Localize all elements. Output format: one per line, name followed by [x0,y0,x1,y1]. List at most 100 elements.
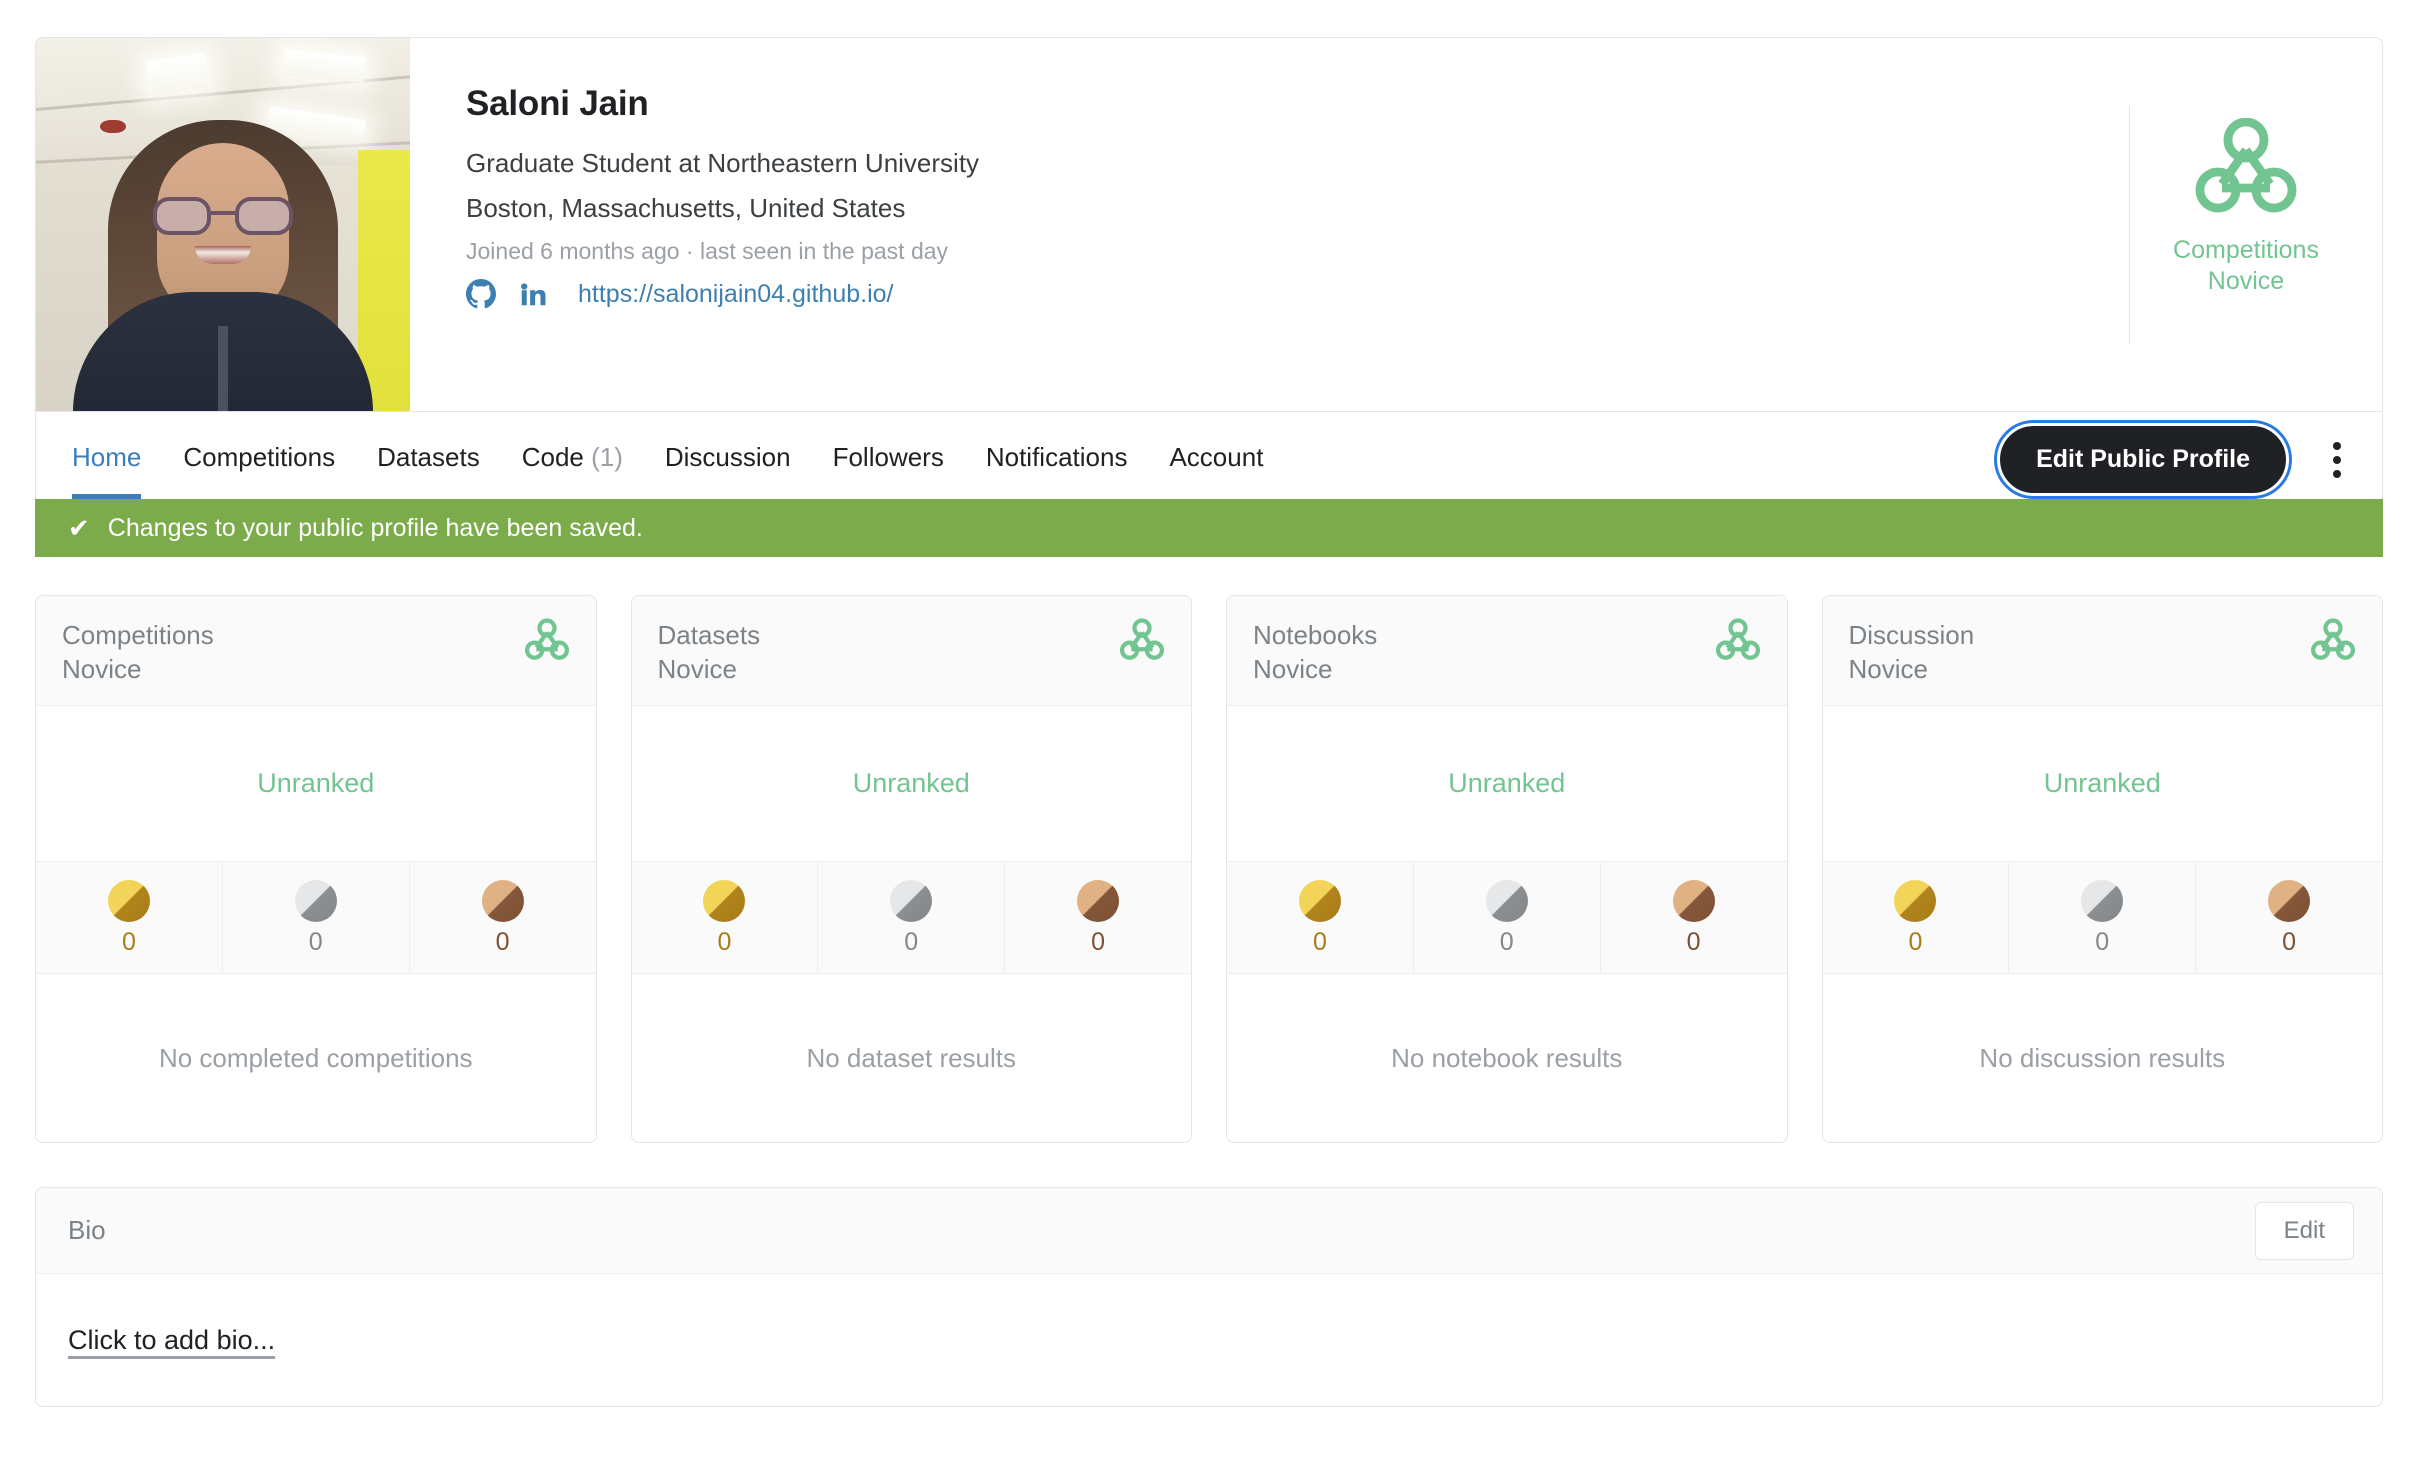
bronze-medal-cell: 0 [410,862,596,973]
bio-body: Click to add bio... [36,1274,2382,1406]
profile-header: Saloni Jain Graduate Student at Northeas… [35,37,2383,411]
tab-notifications-label: Notifications [985,442,1128,472]
novice-tier-icon [1119,618,1165,667]
card-category: Notebooks [1253,620,1378,650]
tier-badge[interactable]: Competitions Novice [2152,117,2340,296]
linkedin-icon[interactable] [518,279,548,309]
bio-title: Bio [68,1215,106,1245]
gold-medal-icon [1298,880,1341,922]
more-options-icon[interactable] [2310,433,2364,487]
silver-medal-count: 0 [904,928,919,956]
card-tier: Novice [1848,654,1928,685]
profile-website-link[interactable]: https://salonijain04.github.io/ [578,279,894,308]
tab-notifications[interactable]: Notifications [986,442,1128,499]
profile-page: Saloni Jain Graduate Student at Northeas… [35,37,2383,1407]
check-icon: ✔ [68,513,90,543]
novice-tier-icon [1715,618,1761,667]
bio-card: Bio Edit Click to add bio... [35,1187,2383,1407]
medals-row: 0 0 0 [36,862,596,974]
profile-info: Saloni Jain Graduate Student at Northeas… [410,38,2382,411]
edit-public-profile-button[interactable]: Edit Public Profile [1997,423,2289,496]
card-header: Competitions Novice [36,596,596,706]
profile-headline: Graduate Student at Northeastern Univers… [466,148,980,178]
gold-medal-icon [703,880,746,922]
profile-tabs: Home Competitions Datasets Code (1) Disc… [35,411,2383,499]
gold-medal-cell: 0 [1823,862,2010,973]
tab-followers[interactable]: Followers [833,442,944,499]
tab-competitions-label: Competitions [183,442,336,472]
card-empty-text: No dataset results [631,974,1191,1142]
tab-datasets[interactable]: Datasets [377,442,480,499]
gold-medal-cell: 0 [632,862,819,973]
tab-code[interactable]: Code (1) [522,442,623,499]
silver-medal-cell: 0 [818,862,1006,973]
bronze-medal-icon [2268,880,2311,922]
card-empty-text: No discussion results [1822,974,2382,1142]
tab-code-label: Code [521,442,584,472]
tab-datasets-label: Datasets [377,442,480,472]
profile-links: https://salonijain04.github.io/ [466,279,2382,309]
tab-account[interactable]: Account [1169,442,1263,499]
bio-edit-button[interactable]: Edit [2254,1201,2354,1260]
tab-discussion[interactable]: Discussion [665,442,791,499]
gold-medal-icon [1894,880,1937,922]
stat-card-discussion: Discussion Novice Unranked [1821,595,2383,1143]
bronze-medal-count: 0 [495,928,510,956]
medals-row: 0 0 0 [1227,862,1787,974]
add-bio-link[interactable]: Click to add bio... [68,1324,276,1355]
card-rank: Unranked [1822,706,2382,862]
card-rank: Unranked [631,706,1191,862]
card-tier: Novice [62,654,142,685]
gold-medal-icon [107,880,150,922]
silver-medal-cell: 0 [1414,862,1601,973]
header-actions: Edit Public Profile [1997,423,2364,496]
bronze-medal-cell: 0 [2196,862,2382,973]
stats-cards-row: Competitions Novice Unranked [35,557,2383,1143]
card-header: Discussion Novice [1822,596,2382,706]
bronze-medal-count: 0 [1091,928,1106,956]
gold-medal-count: 0 [717,928,732,956]
medals-row: 0 0 0 [1822,862,2382,974]
card-header: Datasets Novice [631,596,1191,706]
medals-row: 0 0 0 [631,862,1191,974]
silver-medal-cell: 0 [2009,862,2197,973]
silver-medal-count: 0 [2095,928,2110,956]
card-header: Notebooks Novice [1227,596,1787,706]
card-rank: Unranked [36,706,596,862]
tab-code-count: (1) [591,442,623,472]
card-rank: Unranked [1227,706,1787,862]
tier-badge-category: Competitions [2173,236,2319,264]
tab-discussion-label: Discussion [664,442,791,472]
novice-tier-icon [2310,618,2356,667]
bronze-medal-cell: 0 [1005,862,1191,973]
profile-location: Boston, Massachusetts, United States [466,193,906,223]
tab-home[interactable]: Home [72,442,142,499]
silver-medal-icon [2081,880,2124,922]
card-category: Datasets [657,620,761,650]
gold-medal-cell: 0 [36,862,223,973]
novice-tier-icon [524,618,570,667]
card-category: Discussion [1848,620,1975,650]
silver-medal-icon [890,880,933,922]
card-empty-text: No notebook results [1227,974,1787,1142]
card-tier: Novice [657,654,737,685]
tab-account-label: Account [1169,442,1264,472]
silver-medal-icon [1485,880,1528,922]
novice-tier-icon [2194,117,2298,221]
save-confirmation-banner: ✔ Changes to your public profile have be… [35,499,2383,557]
card-tier: Novice [1253,654,1333,685]
tier-badge-tier: Novice [2207,266,2285,295]
tab-competitions[interactable]: Competitions [183,442,335,499]
tab-home-label: Home [72,442,142,472]
silver-medal-count: 0 [308,928,323,956]
card-category: Competitions [62,620,214,650]
bronze-medal-cell: 0 [1601,862,1787,973]
stat-card-competitions: Competitions Novice Unranked [35,595,597,1143]
avatar[interactable] [36,38,410,411]
bronze-medal-icon [1672,880,1715,922]
stat-card-notebooks: Notebooks Novice Unranked [1226,595,1788,1143]
gold-medal-count: 0 [121,928,136,956]
github-icon[interactable] [466,279,496,309]
gold-medal-count: 0 [1312,928,1327,956]
tab-followers-label: Followers [832,442,944,472]
